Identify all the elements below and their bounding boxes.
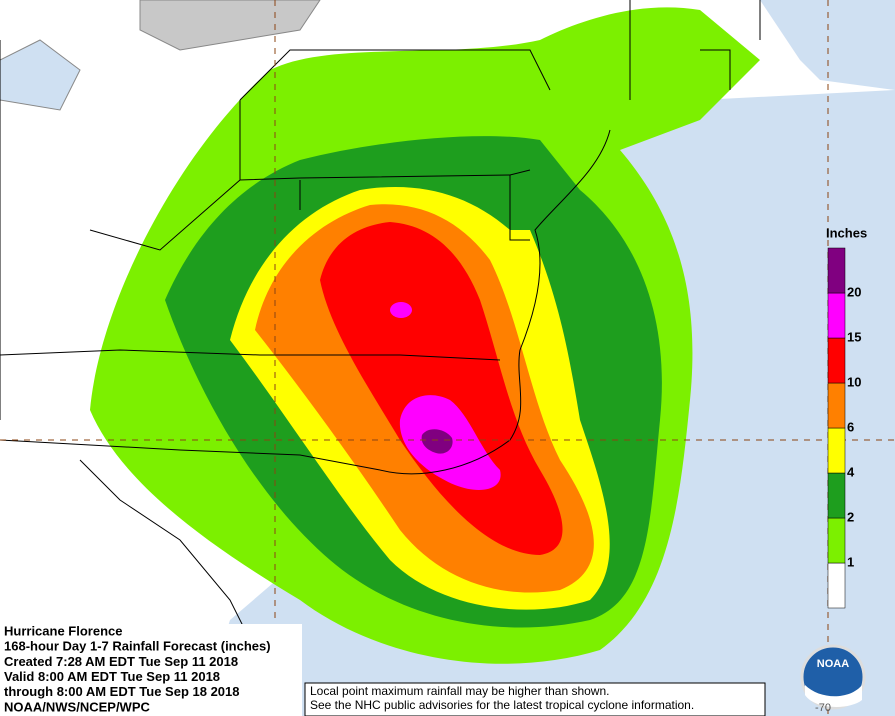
noaa-logo	[800, 644, 866, 710]
legend-swatch	[827, 382, 846, 429]
coastline	[379, 129, 611, 475]
disclaimer-line: See the NHC public advisories for the la…	[310, 698, 694, 712]
lake	[0, 39, 81, 111]
info-line: through 8:00 AM EDT Tue Sep 18 2018	[4, 684, 240, 699]
state-line	[0, 40, 241, 420]
legend-level: 6	[847, 419, 854, 434]
legend-level: 10	[847, 374, 861, 389]
legend-level: 20	[847, 284, 861, 299]
legend-swatch	[827, 517, 846, 564]
state-line	[0, 439, 381, 471]
legend-swatch	[827, 562, 846, 609]
info-line: Valid 8:00 AM EDT Tue Sep 11 2018	[4, 669, 220, 684]
state-line	[299, 175, 530, 241]
contour-20	[421, 429, 453, 454]
info-line: NOAA/NWS/NCEP/WPC	[4, 699, 151, 714]
info-line: 168-hour Day 1-7 Rainfall Forecast (inch…	[4, 639, 271, 654]
state-line	[79, 459, 251, 641]
ocean-north	[760, 0, 895, 90]
state-line	[239, 49, 551, 101]
state-line	[629, 0, 761, 100]
legend-swatch	[827, 247, 846, 294]
rainfall-contours	[90, 7, 760, 664]
state-line	[239, 100, 531, 181]
longitude-label: -70	[815, 702, 831, 714]
disclaimer-box	[304, 682, 766, 716]
legend-title: Inches	[826, 225, 867, 240]
legend-level: 15	[847, 329, 861, 344]
disclaimer-text: Local point maximum rainfall may be high…	[310, 684, 694, 712]
state-line	[0, 349, 501, 361]
contour-10	[320, 222, 563, 555]
legend-level: 2	[847, 509, 854, 524]
legend: 1 2 4 6 10 15 20	[827, 247, 861, 609]
info-line: Hurricane Florence	[4, 623, 123, 638]
legend-swatch	[827, 337, 846, 384]
contour-15	[390, 302, 412, 318]
noaa-logo-wave	[805, 685, 862, 707]
legend-swatch	[827, 472, 846, 519]
legend-swatch	[827, 427, 846, 474]
info-box	[0, 624, 302, 716]
noaa-logo-text: NOAA	[817, 658, 849, 670]
disclaimer-line: Local point maximum rainfall may be high…	[310, 684, 609, 698]
legend-level: 1	[847, 554, 854, 569]
legend-level: 4	[847, 464, 855, 479]
legend-swatch	[827, 292, 846, 339]
info-line: Created 7:28 AM EDT Tue Sep 11 2018	[4, 654, 238, 669]
